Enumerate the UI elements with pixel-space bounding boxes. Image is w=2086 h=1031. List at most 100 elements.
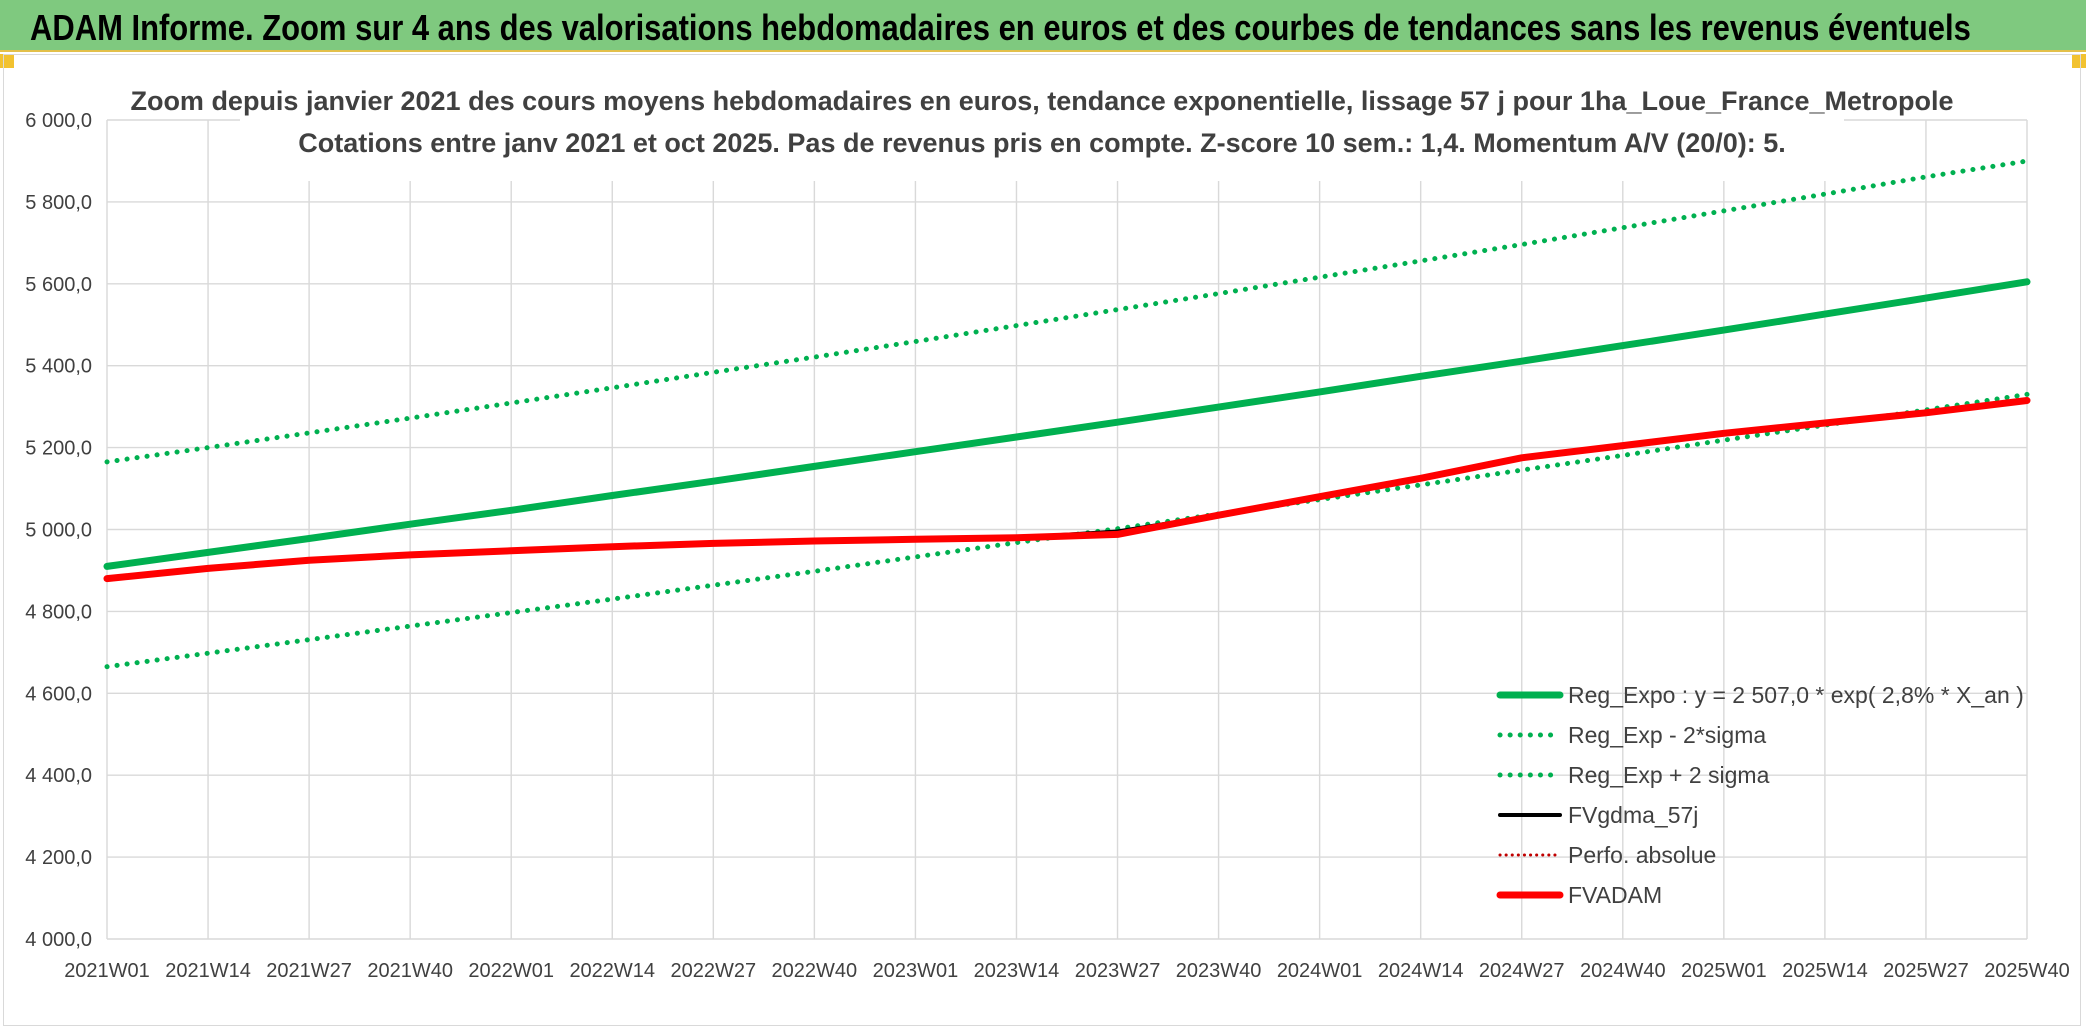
data-point xyxy=(1319,277,1320,278)
data-point xyxy=(208,552,209,553)
data-point xyxy=(1218,515,1219,516)
data-point xyxy=(1117,309,1118,310)
data-point xyxy=(1723,210,1724,211)
data-point xyxy=(1420,376,1421,377)
y-tick-label: 4 600,0 xyxy=(25,683,92,705)
data-point xyxy=(511,402,512,403)
data-point xyxy=(612,599,613,600)
y-tick-label: 4 400,0 xyxy=(25,765,92,787)
data-point xyxy=(713,481,714,482)
x-tick-label: 2021W01 xyxy=(64,960,150,982)
y-tick-label: 5 400,0 xyxy=(25,356,92,378)
x-tick-label: 2025W14 xyxy=(1782,960,1868,982)
chart-title-line: Zoom depuis janvier 2021 des cours moyen… xyxy=(130,86,1953,116)
data-point xyxy=(1016,325,1017,326)
x-tick-label: 2024W40 xyxy=(1580,960,1666,982)
data-point xyxy=(208,653,209,654)
data-point xyxy=(1521,457,1522,458)
banner-title: ADAM Informe. Zoom sur 4 ans des valoris… xyxy=(30,7,1971,48)
line-chart: 6 000,0 5 800,0 5 600,0 5 400,0 5 200,0 5 000… xyxy=(25,73,2070,982)
x-tick-label: 2024W01 xyxy=(1277,960,1363,982)
data-point xyxy=(814,466,815,467)
data-point xyxy=(107,566,108,567)
series-line xyxy=(103,278,2031,570)
data-point xyxy=(107,461,108,462)
data-point xyxy=(511,612,512,613)
chart-title-line: Cotations entre janv 2021 et oct 2025. P… xyxy=(298,128,1786,158)
data-point xyxy=(713,585,714,586)
data-point xyxy=(410,554,411,555)
data-point xyxy=(1420,478,1421,479)
data-point xyxy=(1319,391,1320,392)
data-point xyxy=(915,451,916,452)
data-point xyxy=(1016,537,1017,538)
data-point xyxy=(1723,440,1724,441)
legend-label: Perfo. absolue xyxy=(1568,842,1716,868)
data-point xyxy=(1824,423,1825,424)
data-point xyxy=(1420,484,1421,485)
data-point xyxy=(1218,293,1219,294)
data-point xyxy=(1521,244,1522,245)
x-tick-label: 2022W27 xyxy=(671,960,757,982)
y-tick-label: 4 800,0 xyxy=(25,601,92,623)
data-point xyxy=(511,510,512,511)
data-point xyxy=(915,556,916,557)
y-tick-label: 5 800,0 xyxy=(25,192,92,214)
data-point xyxy=(1824,194,1825,195)
data-point xyxy=(1622,345,1623,346)
data-point xyxy=(2027,394,2028,395)
banner: ADAM Informe. Zoom sur 4 ans des valoris… xyxy=(0,0,2086,52)
data-point xyxy=(915,539,916,540)
x-tick-label: 2025W01 xyxy=(1681,960,1767,982)
data-point xyxy=(1622,455,1623,456)
x-tick-label: 2023W27 xyxy=(1075,960,1161,982)
x-tick-label: 2025W40 xyxy=(1984,960,2070,982)
data-point xyxy=(612,387,613,388)
data-point xyxy=(1521,470,1522,471)
data-point xyxy=(1016,542,1017,543)
data-point xyxy=(309,639,310,640)
data-point xyxy=(1723,330,1724,331)
data-point xyxy=(410,418,411,419)
data-point xyxy=(1925,412,1926,413)
data-point xyxy=(1117,534,1118,535)
data-point xyxy=(1723,433,1724,434)
data-point xyxy=(713,372,714,373)
x-tick-label: 2021W40 xyxy=(367,960,453,982)
data-point xyxy=(1117,528,1118,529)
legend-label: Reg_Exp + 2 sigma xyxy=(1568,762,1770,788)
data-point xyxy=(208,447,209,448)
data-point xyxy=(1824,314,1825,315)
data-point xyxy=(612,546,613,547)
legend-label: FVADAM xyxy=(1568,882,1662,908)
data-point xyxy=(1622,227,1623,228)
data-point xyxy=(2027,400,2028,401)
data-point xyxy=(1925,176,1926,177)
legend-label: Reg_Exp - 2*sigma xyxy=(1568,722,1766,748)
x-tick-label: 2024W27 xyxy=(1479,960,1565,982)
x-tick-label: 2025W27 xyxy=(1883,960,1969,982)
data-point xyxy=(1521,361,1522,362)
data-point xyxy=(713,543,714,544)
data-point xyxy=(410,626,411,627)
x-tick-label: 2022W40 xyxy=(772,960,858,982)
data-point xyxy=(309,560,310,561)
legend-label: Reg_Expo : y = 2 507,0 * exp( 2,8% * X_a… xyxy=(1568,682,2024,708)
x-tick-label: 2023W40 xyxy=(1176,960,1262,982)
y-tick-label: 5 200,0 xyxy=(25,438,92,460)
data-point xyxy=(1218,407,1219,408)
data-point xyxy=(511,550,512,551)
x-tick-label: 2022W01 xyxy=(468,960,554,982)
data-point xyxy=(814,540,815,541)
data-point xyxy=(1319,496,1320,497)
data-point xyxy=(107,578,108,579)
data-point xyxy=(309,538,310,539)
x-tick-label: 2021W14 xyxy=(165,960,251,982)
y-tick-label: 5 600,0 xyxy=(25,274,92,296)
series-line xyxy=(103,397,2031,583)
data-point xyxy=(1420,260,1421,261)
series-line xyxy=(104,158,2030,465)
data-point xyxy=(814,571,815,572)
data-point xyxy=(208,568,209,569)
x-tick-label: 2021W27 xyxy=(266,960,352,982)
